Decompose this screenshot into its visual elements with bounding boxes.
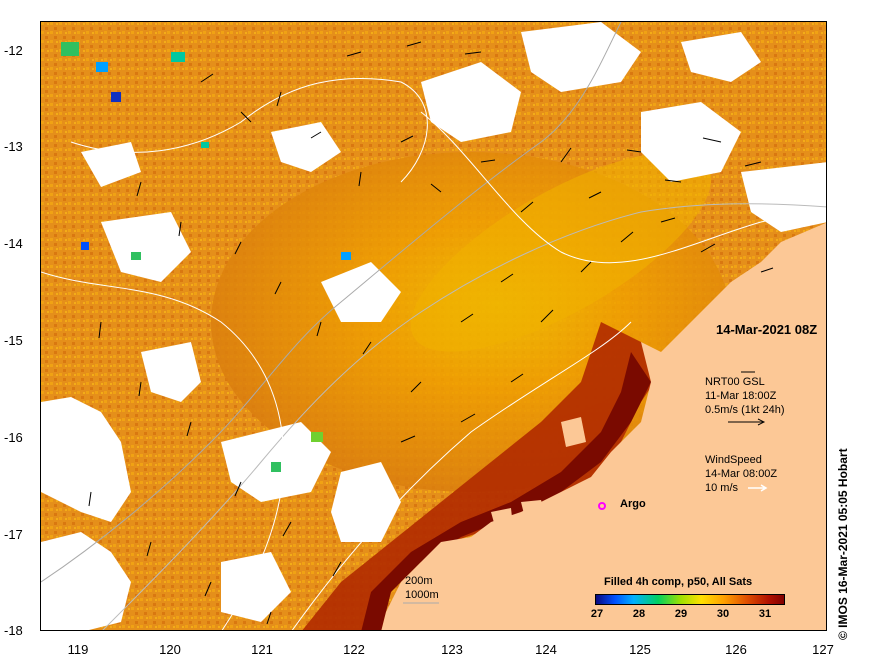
current-model-label: NRT00 GSL [705,376,765,388]
colorbar-tick: 27 [590,608,604,620]
lon-tick-label: 127 [812,642,834,657]
colorbar-tick: 30 [716,608,730,620]
argo-float-marker[interactable] [598,502,606,510]
isobath-legend-lines [403,602,439,604]
isobath-200-label: 200m [405,575,433,587]
current-time-label: 11-Mar 18:00Z [705,390,777,402]
lat-tick-label: -17 [4,527,23,542]
current-scale-label: 0.5m/s (1kt 24h) [705,404,785,416]
cloud-mask [41,22,826,630]
lon-tick-label: 120 [159,642,181,657]
argo-label: Argo [620,498,646,510]
lat-tick-label: -14 [4,236,23,251]
lon-tick-label: 125 [629,642,651,657]
lon-tick-label: 119 [67,642,89,657]
coastal-hot-band [302,322,661,630]
islands [491,417,586,530]
current-vectors [88,41,774,625]
lat-tick-label: -12 [4,43,23,58]
wind-scale-arrow-icon [748,484,768,492]
colorbar-tick: 31 [758,608,772,620]
lon-tick-label: 123 [441,642,463,657]
isobath-1000-label: 1000m [405,589,439,601]
imos-credit: © IMOS 16-Mar-2021 05:05 Hobart [836,448,850,640]
current-scale-arrow-icon [728,418,766,426]
lat-tick-label: -16 [4,430,23,445]
lat-tick-label: -18 [4,623,23,638]
sst-contours [41,77,826,630]
land-area [381,222,826,630]
sst-colorbar [595,594,785,605]
wind-title-label: WindSpeed [705,454,762,466]
sst-map[interactable] [40,21,827,631]
map-date-label: 14-Mar-2021 08Z [716,322,818,337]
colorbar-tick: 29 [674,608,688,620]
lon-tick-label: 126 [725,642,747,657]
lon-tick-label: 122 [343,642,365,657]
lat-tick-label: -13 [4,139,23,154]
lon-tick-label: 121 [251,642,273,657]
lat-tick-label: -15 [4,333,23,348]
wind-scale-label: 10 m/s [705,482,739,494]
colorbar-title: Filled 4h comp, p50, All Sats [604,576,753,588]
cool-pixels [61,42,351,472]
lon-tick-label: 124 [535,642,557,657]
sst-map-canvas [41,22,826,630]
wind-time-label: 14-Mar 08:00Z [705,468,778,480]
isobaths [41,22,826,630]
colorbar-tick: 28 [632,608,646,620]
